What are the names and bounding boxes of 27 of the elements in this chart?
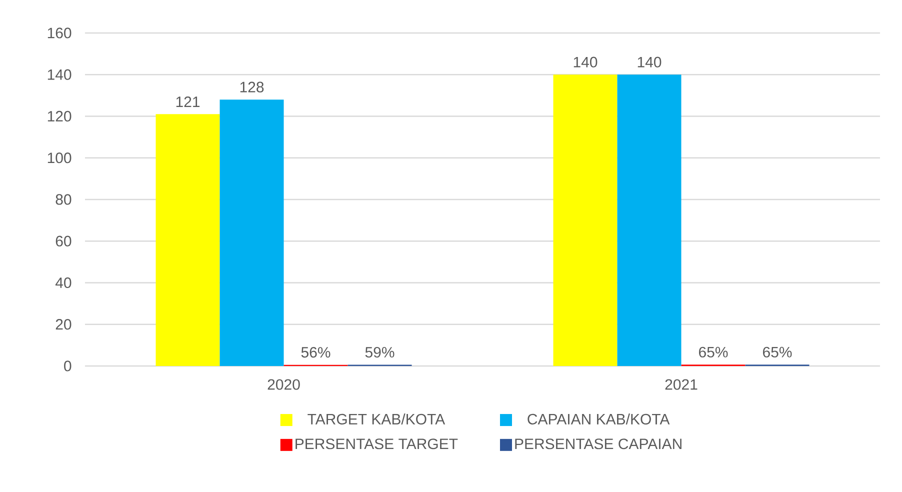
legend-label: CAPAIAN KAB/KOTA (528, 413, 670, 424)
y-tick-label: 0 (64, 360, 72, 372)
data-label: 56% (301, 347, 330, 358)
data-label: 140 (574, 56, 598, 68)
data-label: 140 (638, 56, 662, 68)
x-tick-label: 2020 (268, 379, 300, 390)
data-label: 59% (365, 346, 394, 358)
data-label: 65% (699, 346, 728, 358)
y-tick-label: 160 (48, 28, 72, 38)
y-tick-label: 100 (48, 152, 72, 164)
legend-label: TARGET KAB/KOTA (308, 413, 446, 424)
bar (617, 74, 682, 366)
x-tick-label: 2021 (665, 379, 698, 390)
bar (156, 114, 220, 366)
bar (553, 74, 618, 366)
legend-label: PERSENTASE TARGET (296, 438, 458, 450)
data-label: 128 (240, 82, 264, 92)
y-tick-label: 80 (56, 194, 72, 205)
bar (220, 100, 284, 366)
y-tick-label: 40 (55, 277, 72, 288)
data-label: 121 (176, 96, 200, 107)
data-label: 65% (763, 346, 792, 358)
y-tick-label: 120 (48, 110, 72, 122)
y-tick-label: 60 (56, 236, 72, 246)
y-tick-label: 20 (56, 319, 72, 330)
legend-label: PERSENTASE CAPAIAN (515, 438, 682, 450)
y-tick-label: 140 (48, 69, 72, 80)
